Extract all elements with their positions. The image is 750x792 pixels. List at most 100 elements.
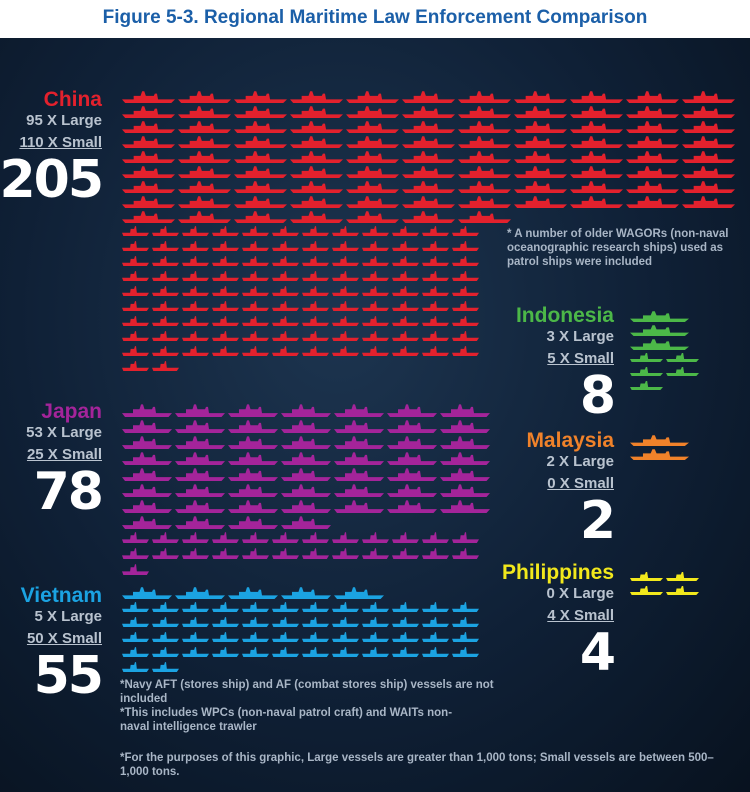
count-label: 5 X Small [547,350,614,367]
large-ship [122,516,172,529]
small-ship [392,271,419,281]
large-ship [682,106,735,118]
large-ship [334,500,384,513]
small-ship [302,548,329,559]
small-ship [152,632,179,642]
small-ship [452,331,479,341]
large-ship [514,106,567,118]
large-ship [440,436,490,449]
small-ship [242,548,269,559]
small-ship [122,256,149,266]
large-ship [281,500,331,513]
large-ship [122,211,175,223]
small-ship [392,226,419,236]
large-ship [514,181,567,193]
large-ship [626,196,679,208]
large-ship [626,181,679,193]
small-ship [302,256,329,266]
small-ship [152,256,179,266]
large-ship [281,436,331,449]
small-ship [422,647,449,657]
small-ship [182,548,209,559]
large-ship [175,404,225,417]
small-ship [392,301,419,311]
small-ship [302,286,329,296]
small-ship [272,548,299,559]
small-ship [182,532,209,543]
large-ship [334,436,384,449]
large-ship [122,587,172,599]
large-ship [514,91,567,103]
large-ship [175,587,225,599]
large-ship [682,151,735,163]
small-ship [362,532,389,543]
large-ship [228,452,278,465]
large-ship [458,181,511,193]
large-ship [122,484,172,497]
small-ship [242,271,269,281]
small-ship [272,286,299,296]
small-ship [362,241,389,251]
large-ship [570,166,623,178]
small-ship [362,256,389,266]
small-ship [422,286,449,296]
small-ship [152,331,179,341]
large-ship [122,404,172,417]
small-ship [182,286,209,296]
small-ship [122,532,149,543]
large-ship [175,468,225,481]
large-ship [626,136,679,148]
small-ship [212,548,239,559]
small-ship [452,226,479,236]
small-ship [302,301,329,311]
large-ship [175,420,225,433]
large-ship [346,211,399,223]
small-ship [362,301,389,311]
large-ship [346,91,399,103]
small-ship [392,286,419,296]
small-ship [182,331,209,341]
large-ship [281,484,331,497]
small-ship [452,241,479,251]
large-ship [346,151,399,163]
small-ship [302,647,329,657]
large-ship [402,181,455,193]
small-ship [182,647,209,657]
small-ship [242,602,269,612]
large-ship [334,420,384,433]
large-ship [122,500,172,513]
small-ship [242,346,269,356]
large-ship [234,211,287,223]
small-ship [152,241,179,251]
small-ship [212,346,239,356]
large-ship [682,121,735,133]
large-ship [122,436,172,449]
large-ship [630,311,689,322]
large-ship [281,516,331,529]
small-ship [332,241,359,251]
large-ship [402,121,455,133]
small-ship [122,301,149,311]
large-ship [290,211,343,223]
large-ship [178,151,231,163]
title: Figure 5-3. Regional Maritime Law Enforc… [0,0,750,38]
small-ship [212,331,239,341]
large-ship [234,106,287,118]
small-ship [422,241,449,251]
large-ship [458,166,511,178]
small-ship [122,564,149,575]
large-ship [387,404,437,417]
large-ship [514,121,567,133]
country-name: Philippines [501,561,614,584]
small-ship [630,353,663,362]
small-ship [422,532,449,543]
large-ship [178,91,231,103]
total: 55 [33,646,104,706]
small-ship [302,632,329,642]
small-ship [272,226,299,236]
small-ship [242,301,269,311]
large-ship [175,484,225,497]
count-label: 50 X Small [26,630,102,647]
large-ship [122,166,175,178]
small-ship [272,532,299,543]
